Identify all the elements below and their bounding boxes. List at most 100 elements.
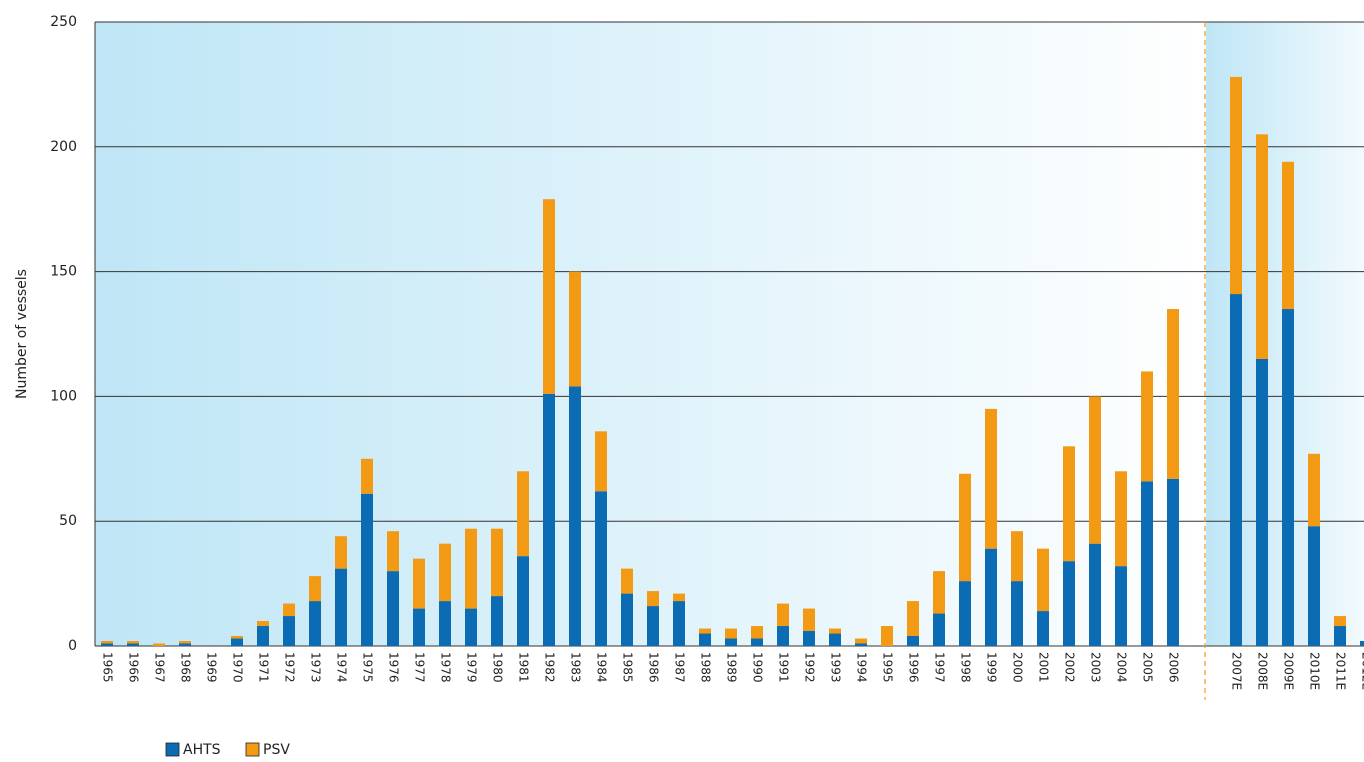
bar-segment <box>1256 134 1268 359</box>
bar-segment <box>829 633 841 646</box>
x-tick-label: 1998 <box>959 652 973 683</box>
bar-segment <box>231 636 243 639</box>
x-tick-label: 1970 <box>231 652 245 683</box>
x-tick-label: 1980 <box>491 652 505 683</box>
x-tick-label: 2002 <box>1063 652 1077 683</box>
bar-segment <box>361 458 373 494</box>
bar-segment <box>153 643 165 646</box>
x-tick-label: 2011E <box>1334 652 1348 690</box>
x-tick-label: 1978 <box>439 652 453 683</box>
bar-segment <box>1063 446 1075 562</box>
legend-label: PSV <box>263 742 290 758</box>
bar-segment <box>179 643 191 646</box>
bar-segment <box>1011 531 1023 582</box>
bar-segment <box>1037 548 1049 612</box>
bar-segment <box>1282 309 1294 646</box>
bar-segment <box>1256 358 1268 646</box>
bar-segment <box>179 641 191 644</box>
bar-segment <box>907 601 919 637</box>
bar-segment <box>283 603 295 617</box>
bar-segment <box>647 591 659 607</box>
bar-segment <box>361 493 373 646</box>
bar-segment <box>621 593 633 646</box>
bar-segment <box>933 613 945 646</box>
bar-segment <box>1167 478 1179 646</box>
bar-segment <box>1063 561 1075 646</box>
bar-segment <box>725 638 737 646</box>
x-tick-label: 2006 <box>1167 652 1181 683</box>
x-tick-label: 1975 <box>361 652 375 683</box>
y-tick-label: 0 <box>68 638 77 654</box>
bar-segment <box>1037 611 1049 646</box>
x-tick-label: 2000 <box>1011 652 1025 683</box>
bar-segment <box>933 571 945 614</box>
bar-segment <box>543 393 555 646</box>
bar-segment <box>1308 453 1320 527</box>
bar-segment <box>1308 526 1320 646</box>
x-tick-label: 1989 <box>725 652 739 683</box>
x-tick-label: 2001 <box>1037 652 1051 683</box>
bar-segment <box>439 601 451 646</box>
bar-segment <box>101 641 113 644</box>
x-tick-label: 2008E <box>1256 652 1270 690</box>
x-tick-label: 1996 <box>907 652 921 683</box>
bar-segment <box>751 626 763 639</box>
x-tick-label: 2005 <box>1141 652 1155 683</box>
bar-segment <box>777 603 789 627</box>
x-tick-label: 1995 <box>881 652 895 683</box>
bar-segment <box>1089 543 1101 646</box>
bar-segment <box>673 601 685 646</box>
x-tick-label: 1974 <box>335 652 349 683</box>
x-tick-label: 1973 <box>309 652 323 683</box>
bar-segment <box>1334 616 1346 627</box>
bar-segment <box>777 626 789 646</box>
bar-segment <box>309 601 321 646</box>
bar-segment <box>257 621 269 627</box>
bar-segment <box>673 593 685 602</box>
y-tick-label: 50 <box>59 513 77 529</box>
x-tick-label: 1969 <box>205 652 219 683</box>
bar-segment <box>283 616 295 646</box>
x-tick-label: 2012E <box>1360 652 1364 690</box>
bar-segment <box>959 473 971 582</box>
x-tick-label: 1984 <box>595 652 609 683</box>
bar-segment <box>959 581 971 646</box>
x-tick-label: 2004 <box>1115 652 1129 683</box>
x-tick-label: 1992 <box>803 652 817 683</box>
bar-segment <box>517 471 529 557</box>
x-tick-label: 1986 <box>647 652 661 683</box>
bar-segment <box>101 643 113 646</box>
x-tick-label: 1976 <box>387 652 401 683</box>
y-tick-label: 200 <box>50 139 77 155</box>
x-tick-label: 1993 <box>829 652 843 683</box>
x-tick-label: 1982 <box>543 652 557 683</box>
bar-segment <box>829 628 841 634</box>
bar-segment <box>1141 481 1153 646</box>
bar-segment <box>1334 626 1346 646</box>
x-tick-label: 1977 <box>413 652 427 683</box>
x-tick-label: 1990 <box>751 652 765 683</box>
bar-segment <box>465 608 477 646</box>
x-tick-label: 1983 <box>569 652 583 683</box>
bar-segment <box>985 408 997 549</box>
y-tick-label: 250 <box>50 14 77 30</box>
bar-segment <box>439 543 451 602</box>
bar-segment <box>881 626 893 646</box>
legend-swatch <box>165 742 180 757</box>
bar-segment <box>1282 161 1294 310</box>
x-tick-label: 1997 <box>933 652 947 683</box>
bar-segment <box>387 531 399 572</box>
bar-segment <box>1115 471 1127 567</box>
bar-segment <box>803 631 815 646</box>
bar-segment <box>855 643 867 646</box>
x-tick-label: 1991 <box>777 652 791 683</box>
bar-segment <box>335 568 347 646</box>
bar-segment <box>751 638 763 646</box>
bar-segment <box>1230 76 1242 295</box>
x-tick-label: 1994 <box>855 652 869 683</box>
bar-segment <box>1115 566 1127 646</box>
x-tick-label: 1999 <box>985 652 999 683</box>
x-tick-label: 2010E <box>1308 652 1322 690</box>
bar-segment <box>1230 294 1242 646</box>
bar-segment <box>413 608 425 646</box>
